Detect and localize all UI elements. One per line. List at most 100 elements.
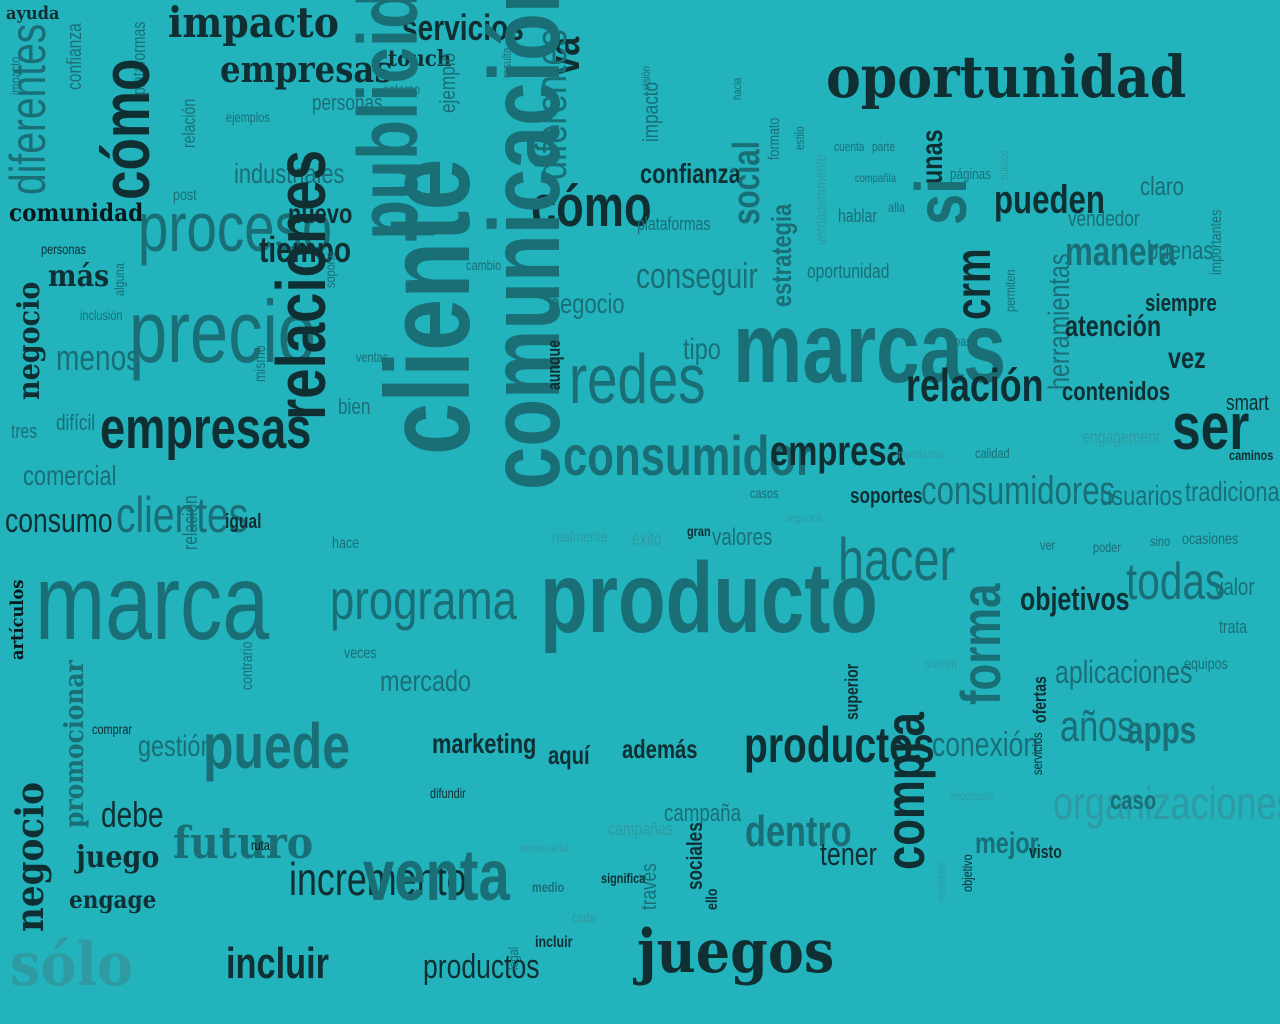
word-debe-146: debe — [101, 794, 164, 835]
word-mercado-126: mercado — [380, 665, 472, 698]
word-confianza-32: confianza — [640, 158, 741, 189]
word-ventas-79: ventas — [356, 349, 389, 365]
word-menos-78: menos — [56, 337, 141, 378]
word-comunicacion-72: comunicación — [469, 0, 581, 490]
word-redes-73: redes — [569, 340, 706, 418]
word-empresarial-156: empresarial — [520, 841, 569, 855]
word-verdaderamente-23: verdaderamente — [813, 154, 830, 245]
word-difundir-148: difundir — [430, 785, 466, 801]
word-empresas-9: empresas — [220, 49, 393, 91]
word-hablar-43: hablar — [838, 206, 878, 226]
word-incluir-176: incluir — [535, 934, 573, 951]
word-juego-154: juego — [76, 840, 160, 875]
word-relacion-11: relación — [179, 98, 199, 148]
word-touch-10: touch — [388, 46, 452, 72]
word-post-30: post — [173, 187, 197, 204]
word-estilo-22: estilo — [792, 126, 807, 150]
word-marcas-64: marcas — [733, 292, 1007, 404]
word-usuarios-99: usuarios — [1100, 480, 1183, 511]
word-nuevo-38: nuevo — [288, 198, 353, 229]
word-poder-112: poder — [1093, 539, 1121, 555]
word-hacer-110: hacer — [838, 526, 956, 593]
word-industriales-31: industriales — [234, 158, 345, 189]
word-importantes-68: importantes — [1208, 209, 1225, 275]
word-clientes-102: clientes — [116, 487, 249, 543]
word-realmente-105: realmente — [552, 529, 608, 546]
word-alguna-50: alguna — [111, 263, 127, 296]
word-personas-17: personas — [312, 90, 383, 115]
word-social-41: social — [726, 140, 768, 225]
word-veces-125: veces — [344, 645, 377, 662]
word-buenas-59: buenas — [1147, 235, 1214, 265]
word-marca-116: marca — [35, 541, 270, 662]
word-ofertas-129: ofertas — [1030, 676, 1050, 723]
word-consumidor-87: consumidor — [563, 424, 813, 487]
word-legal-175: legal — [505, 946, 521, 970]
word-medio-168: medio — [532, 879, 565, 895]
word-ejemplos-16: ejemplos — [226, 109, 270, 125]
word-venta-164: venta — [363, 836, 510, 916]
word-atencion-66: atención — [1065, 310, 1162, 343]
word-programa-117: programa — [330, 568, 517, 631]
word-solo-172: sólo — [10, 930, 133, 1000]
word-conexion-142: conexión — [932, 726, 1039, 764]
word-impacto-4: impacto — [168, 0, 339, 47]
word-exito-106: éxito — [632, 529, 662, 549]
word-tener-159: tener — [820, 836, 877, 872]
word-como-15: cómo — [88, 58, 164, 201]
word-casos-96: casos — [750, 485, 779, 501]
word-todas-121: todas — [1126, 553, 1226, 611]
word-conseguir-54: conseguir — [636, 255, 758, 296]
word-siempre-67: siempre — [1145, 290, 1217, 317]
word-gestion-135: gestión — [138, 730, 214, 763]
word-valor-122: valor — [1214, 574, 1255, 601]
word-importante-151: importante — [950, 789, 995, 803]
word-ademas-139: además — [622, 734, 698, 764]
word-confianza-2: confianza — [64, 23, 86, 90]
word-importancia-89: importancia — [896, 447, 945, 461]
word-tres-84: tres — [11, 421, 38, 443]
word-ayuda-0: ayuda — [6, 3, 60, 24]
word-ocasiones-114: ocasiones — [1182, 531, 1239, 548]
word-tipo-74: tipo — [683, 333, 721, 366]
word-base-75: base — [954, 333, 978, 349]
word-si-45: si — [902, 178, 982, 225]
word-contrario-124: contrario — [239, 641, 256, 690]
word-puede-136: puede — [203, 710, 351, 782]
word-incremento-163: incremento — [289, 853, 467, 905]
word-relacion-76: relación — [906, 359, 1044, 411]
word-ver-111: ver — [1040, 537, 1056, 553]
word-empresas-86: empresas — [100, 396, 312, 461]
word-publico-27: público — [997, 150, 1011, 180]
word-servicios-143: servicios — [1029, 732, 1045, 775]
word-alla-44: alla — [888, 199, 906, 215]
word-organizaciones-152: organizaciones — [1053, 777, 1280, 829]
word-impacto-19: impacto — [638, 81, 663, 142]
word-consumo-101: consumo — [5, 502, 113, 540]
word-aplicaciones-130: aplicaciones — [1055, 654, 1193, 690]
word-aunque-81: aunque — [544, 340, 564, 390]
word-compra-141: compra — [873, 712, 936, 870]
word-significa-169: significa — [601, 870, 646, 886]
word-relaciones-71: relaciones — [262, 149, 340, 420]
word-negocio-132: negocio — [7, 782, 52, 932]
word-hace-104: hace — [332, 535, 360, 552]
word-parte-25: parte — [872, 139, 896, 154]
word-momento-171: momento — [934, 860, 948, 900]
word-engage-162: engage — [69, 885, 157, 914]
word-consumidores-98: consumidores — [921, 469, 1116, 513]
word-objetivo-167: objetivo — [959, 854, 975, 892]
word-tiempo-51: tiempo — [259, 229, 352, 270]
word-oportunidad-8: oportunidad — [826, 43, 1187, 111]
word-cambio-52: cambio — [466, 257, 502, 273]
word-incluir-173: incluir — [226, 939, 329, 988]
word-empresa-88: empresa — [770, 427, 905, 474]
word-cuenta-24: cuenta — [834, 139, 865, 154]
word-comprar-134: comprar — [92, 721, 133, 737]
word-igual-103: igual — [225, 511, 262, 533]
word-precio-61: precio — [129, 282, 316, 381]
word-dentro-158: dentro — [745, 807, 852, 856]
word-promocionar-133: promocionar — [60, 660, 90, 828]
word-soportes-97: soportes — [850, 483, 923, 508]
